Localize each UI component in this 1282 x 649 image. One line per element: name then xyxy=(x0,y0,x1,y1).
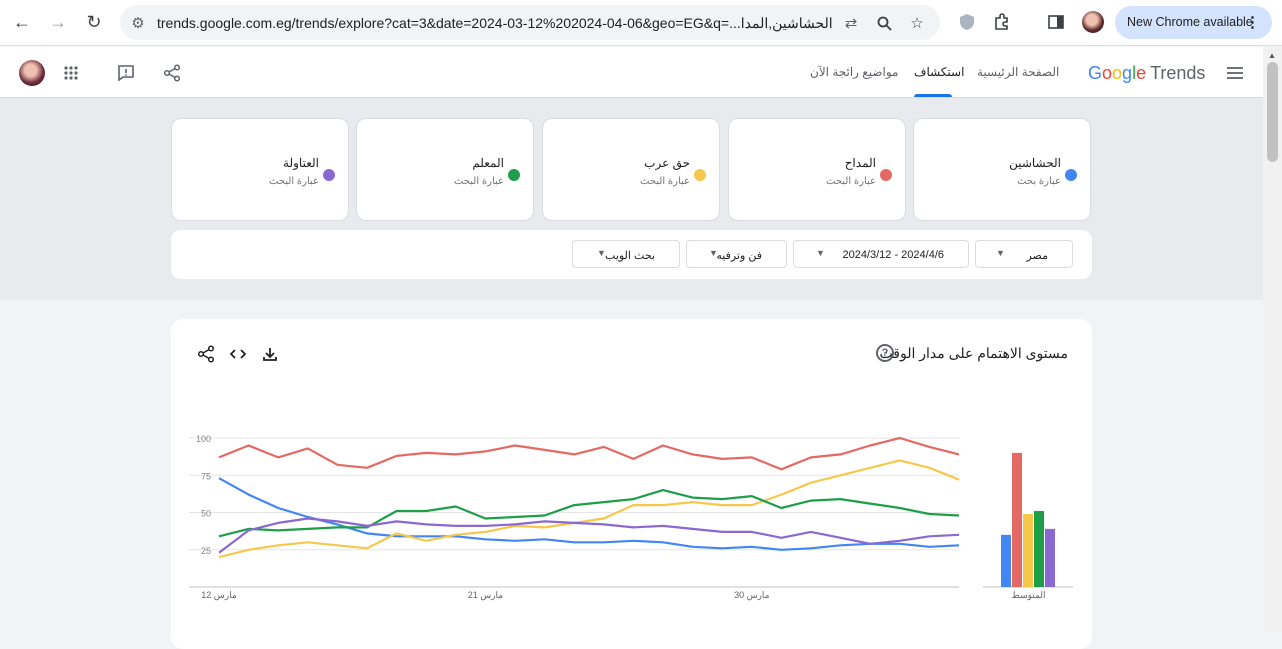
term-type: عبارة البحث xyxy=(454,176,504,187)
term-type: عبارة البحث xyxy=(640,176,690,187)
term-card-4[interactable]: المعلم عبارة البحث xyxy=(356,118,534,221)
share-icon[interactable] xyxy=(158,59,186,87)
tab-explore[interactable]: استكشاف xyxy=(914,65,965,79)
y-tick-label: 75 xyxy=(201,471,211,481)
term-card-5[interactable]: العتاولة عبارة البحث xyxy=(171,118,349,221)
caret-down-icon: ▼ xyxy=(996,248,1005,258)
google-trends-logo[interactable]: Google Trends xyxy=(1088,63,1205,84)
profile-avatar[interactable] xyxy=(1079,8,1107,36)
date-range-dropdown[interactable]: 2024/3/12 - 2024/4/6 ▼ xyxy=(793,240,969,268)
trends-header: مواضيع رائجة الآن استكشاف الصفحة الرئيسي… xyxy=(0,47,1263,98)
panel-title: مستوى الاهتمام على مدار الوقت xyxy=(879,345,1068,361)
address-bar[interactable]: ⚙ trends.google.com.eg/trends/explore?ca… xyxy=(120,5,940,40)
term-color-dot xyxy=(1065,169,1077,181)
url-text[interactable]: trends.google.com.eg/trends/explore?cat=… xyxy=(157,15,833,31)
term-card-1[interactable]: الحشاشين عبارة بحث xyxy=(913,118,1091,221)
average-bar-5 xyxy=(1045,528,1055,587)
term-type: عبارة بحث xyxy=(1017,176,1061,187)
average-label: المتوسط xyxy=(1012,590,1046,601)
term-name: المداح xyxy=(844,156,876,170)
term-card-3[interactable]: حق عرب عبارة البحث xyxy=(542,118,720,221)
active-tab-indicator xyxy=(914,94,952,97)
zoom-icon[interactable] xyxy=(872,11,896,35)
account-avatar[interactable] xyxy=(18,59,46,87)
term-name: الحشاشين xyxy=(1009,156,1061,170)
interest-over-time-panel: مستوى الاهتمام على مدار الوقت ? 100 75 50 2… xyxy=(171,319,1092,649)
term-color-dot xyxy=(880,169,892,181)
x-tick-label: 12 مارس xyxy=(201,590,237,601)
series-line-1 xyxy=(218,477,960,551)
y-tick-label: 50 xyxy=(201,509,211,519)
category-dropdown[interactable]: فن وترفيه ▼ xyxy=(686,240,787,268)
search-type-dropdown[interactable]: بحث الويب ▼ xyxy=(572,240,680,268)
tab-trending-now[interactable]: مواضيع رائجة الآن xyxy=(810,65,899,79)
term-color-dot xyxy=(323,169,335,181)
shield-icon[interactable] xyxy=(953,8,981,36)
hamburger-menu-icon[interactable] xyxy=(1221,59,1249,87)
browser-toolbar: ← → ↻ ⚙ trends.google.com.eg/trends/expl… xyxy=(0,0,1282,46)
x-tick-label: 21 مارس xyxy=(468,590,504,601)
average-bar-3 xyxy=(1023,513,1033,587)
interest-chart[interactable]: 100 75 50 25 12 مارس 21 مارس 30 مارس المتوسط xyxy=(171,319,1092,633)
caret-down-icon: ▼ xyxy=(816,248,825,258)
series-line-3 xyxy=(218,459,960,559)
average-bar-1 xyxy=(1001,534,1011,587)
series-line-4 xyxy=(218,489,960,538)
term-color-dot xyxy=(508,169,520,181)
y-tick-label: 100 xyxy=(196,434,211,444)
category-label: فن وترفيه xyxy=(716,250,762,262)
date-range-label: 2024/3/12 - 2024/4/6 xyxy=(842,249,944,261)
filters-bar: مصر ▼ 2024/3/12 - 2024/4/6 ▼ فن وترفيه ▼… xyxy=(171,230,1092,279)
apps-grid-icon[interactable] xyxy=(57,59,85,87)
term-type: عبارة البحث xyxy=(269,176,319,187)
share-chart-icon[interactable] xyxy=(195,343,217,365)
kebab-menu-icon: ⋮ xyxy=(1245,14,1260,31)
x-tick-label: 30 مارس xyxy=(734,590,770,601)
new-chrome-available-button[interactable]: New Chrome available ⋮ xyxy=(1115,6,1272,39)
tab-home[interactable]: الصفحة الرئيسية xyxy=(977,65,1060,79)
help-icon[interactable]: ? xyxy=(876,344,894,362)
y-tick-label: 25 xyxy=(201,546,211,556)
new-chrome-label: New Chrome available xyxy=(1127,15,1253,29)
average-bar-4 xyxy=(1034,511,1044,587)
embed-code-icon[interactable] xyxy=(227,343,249,365)
caret-down-icon: ▼ xyxy=(597,248,606,258)
scroll-up-arrow-icon[interactable]: ▲ xyxy=(1268,51,1276,60)
site-settings-icon[interactable]: ⚙ xyxy=(131,15,145,32)
logo-trends-text: Trends xyxy=(1150,63,1206,83)
series-line-2 xyxy=(218,436,960,471)
term-card-2[interactable]: المداح عبارة البحث xyxy=(728,118,906,221)
term-name: حق عرب xyxy=(644,156,690,170)
translate-icon[interactable]: ⇄ xyxy=(844,15,858,32)
geo-label: مصر xyxy=(1026,250,1048,262)
search-type-label: بحث الويب xyxy=(605,250,655,262)
term-name: العتاولة xyxy=(283,156,319,170)
download-icon[interactable] xyxy=(259,343,281,365)
caret-down-icon: ▼ xyxy=(709,248,718,258)
series-line-5 xyxy=(218,517,960,554)
term-name: المعلم xyxy=(472,156,504,170)
reload-icon[interactable]: ↻ xyxy=(86,11,102,32)
scrollbar-thumb[interactable] xyxy=(1267,62,1278,162)
side-panel-icon[interactable] xyxy=(1042,8,1070,36)
bookmark-star-icon[interactable]: ☆ xyxy=(910,15,924,32)
geo-dropdown[interactable]: مصر ▼ xyxy=(975,240,1073,268)
feedback-icon[interactable] xyxy=(112,59,140,87)
extensions-icon[interactable] xyxy=(988,8,1016,36)
page-scrollbar[interactable]: ▲ xyxy=(1263,47,1282,633)
forward-arrow-icon[interactable]: → xyxy=(49,11,67,32)
term-type: عبارة البحث xyxy=(826,176,876,187)
logo-google-text: Google xyxy=(1088,63,1147,83)
term-color-dot xyxy=(694,169,706,181)
average-bar-2 xyxy=(1012,452,1022,587)
back-arrow-icon[interactable]: ← xyxy=(13,11,31,32)
